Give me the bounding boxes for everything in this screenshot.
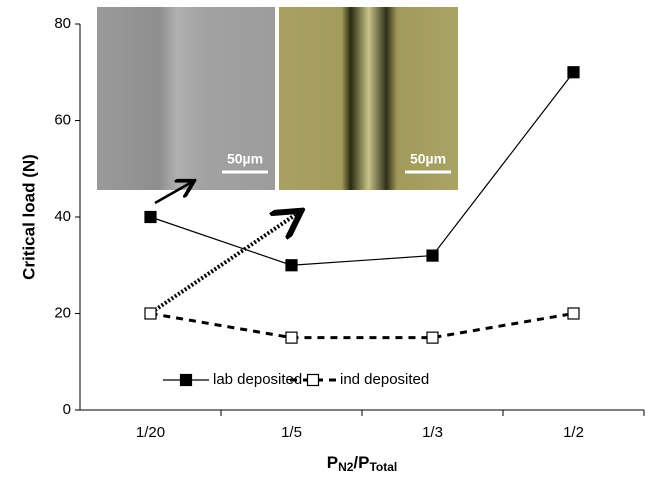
series-line <box>150 71 574 266</box>
marker <box>285 259 298 272</box>
marker <box>144 307 157 320</box>
x-tick-label: 1/2 <box>563 424 584 441</box>
x-label-part: N2 <box>338 460 354 474</box>
x-label-part: Total <box>369 460 397 474</box>
series-line <box>150 312 574 340</box>
marker <box>567 66 580 79</box>
micrograph <box>279 7 458 190</box>
scale-label: 50µm <box>227 151 263 167</box>
inset-images: 50µm 50µm <box>97 7 458 190</box>
x-label-part: /P <box>353 453 369 472</box>
y-tick-label: 80 <box>54 15 71 32</box>
legend-marker <box>306 373 320 387</box>
arrow <box>154 182 192 205</box>
y-tick-label: 60 <box>54 111 71 128</box>
x-axis-label: PN2/PTotal <box>327 453 398 474</box>
y-tick-label: 20 <box>54 304 71 321</box>
legend-marker <box>179 373 193 387</box>
marker <box>285 331 298 344</box>
legend-label: lab deposited <box>213 371 302 388</box>
marker <box>426 249 439 262</box>
x-tick-label: 1/20 <box>136 424 165 441</box>
x-tick-label: 1/3 <box>422 424 443 441</box>
micrograph <box>97 7 275 190</box>
marker <box>567 307 580 320</box>
y-tick-label: 0 <box>63 401 71 418</box>
arrow <box>153 213 298 312</box>
y-axis-label: Critical load (N) <box>19 154 38 280</box>
x-tick-label: 1/5 <box>281 424 302 441</box>
x-label-part: P <box>327 453 338 472</box>
marker <box>426 331 439 344</box>
marker <box>144 210 157 224</box>
scale-label: 50µm <box>410 151 446 167</box>
y-tick-label: 40 <box>54 208 71 225</box>
legend-label: ind deposited <box>340 371 429 388</box>
